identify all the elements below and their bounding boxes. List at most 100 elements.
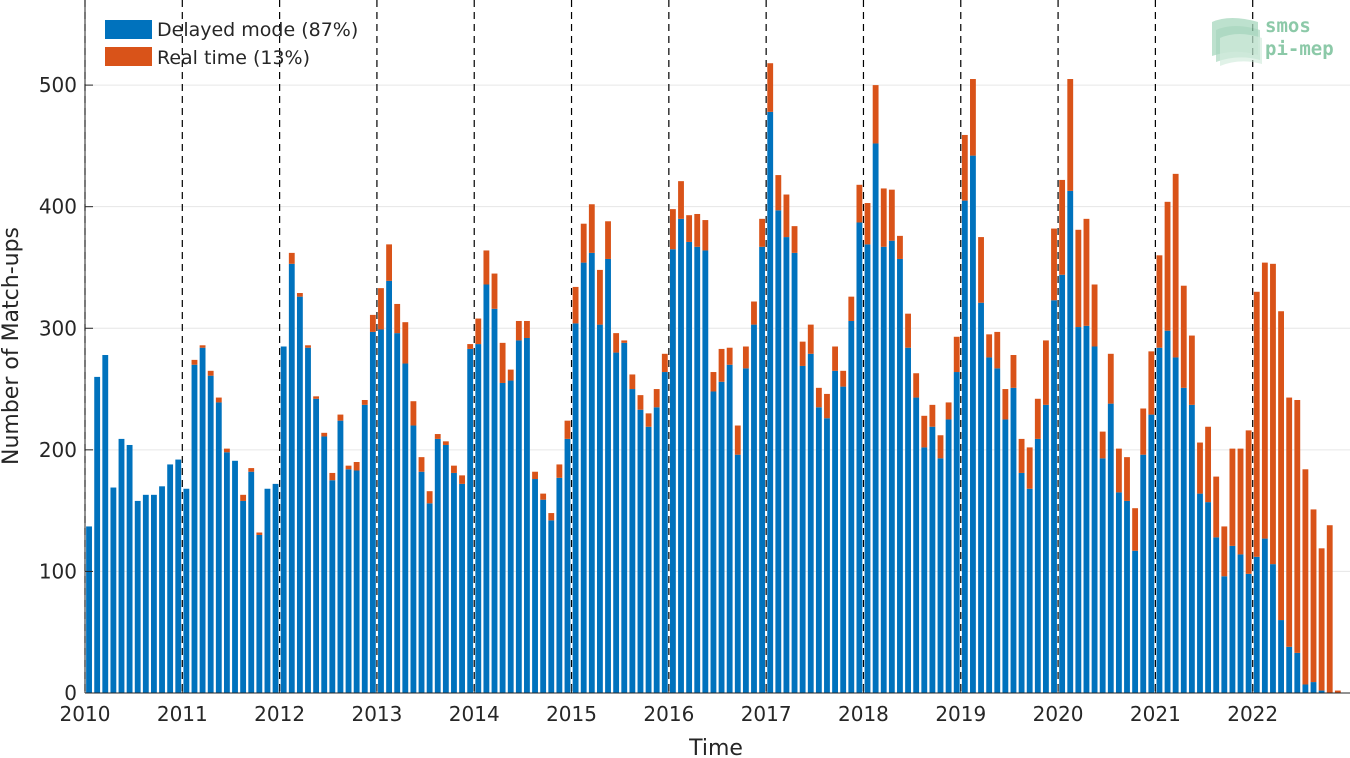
bar-delayed (880, 246, 887, 693)
bar-delayed (694, 246, 701, 693)
bar-delayed (1205, 502, 1212, 693)
bar-delayed (142, 494, 149, 693)
bar-realtime (240, 494, 247, 501)
bar-delayed (905, 347, 911, 693)
bar-delayed (807, 353, 814, 693)
bar-delayed (353, 470, 360, 693)
bar-delayed (110, 487, 117, 693)
bar-realtime (1156, 255, 1163, 348)
bar-realtime (897, 235, 903, 259)
bar-delayed (661, 372, 668, 693)
bar-delayed (305, 347, 311, 693)
bar-realtime (296, 293, 303, 297)
bar-realtime (815, 387, 822, 408)
bar-delayed (1067, 190, 1074, 693)
bar-delayed (215, 402, 222, 693)
bar-realtime (572, 286, 579, 324)
bar-realtime (1034, 398, 1041, 439)
bar-delayed (1042, 404, 1049, 693)
x-tick-label: 2014 (449, 702, 500, 726)
bar-delayed (199, 347, 206, 693)
smos-pi-mep-logo: smos pi-mep (1212, 15, 1334, 66)
x-tick-labels: 2010 2011 2012 2013 2014 2015 2016 2017 2018 2019… (60, 685, 1278, 726)
bar-realtime (1261, 262, 1268, 539)
logo-wave-icon (1212, 18, 1262, 66)
bar-delayed (337, 420, 344, 693)
bar-delayed (734, 454, 741, 693)
bar-realtime (653, 389, 660, 408)
bar-realtime (410, 401, 417, 426)
x-axis-title: Time (688, 736, 743, 758)
bar-delayed (767, 111, 774, 693)
bar-delayed (637, 409, 644, 693)
bar-delayed (207, 375, 214, 693)
bar-realtime (345, 465, 352, 470)
bar-realtime (1221, 526, 1228, 577)
bar-realtime (986, 334, 993, 358)
bar-realtime (1278, 311, 1284, 621)
bar-delayed (515, 340, 522, 693)
bar-realtime (588, 204, 595, 253)
bar-delayed (426, 503, 433, 693)
bar-realtime (467, 344, 474, 349)
bar-realtime (1213, 476, 1220, 538)
bar-delayed (175, 459, 182, 693)
x-tick-label: 2018 (838, 702, 889, 726)
bar-delayed (751, 324, 757, 693)
bar-delayed (1261, 538, 1268, 693)
plot-background (85, 0, 1350, 693)
x-tick-label: 2010 (60, 702, 111, 726)
bar-realtime (1018, 438, 1025, 473)
bar-delayed (1286, 646, 1293, 693)
bar-realtime (978, 237, 984, 303)
x-tick-label: 2016 (643, 702, 694, 726)
bar-delayed (929, 426, 936, 693)
legend-swatch-realtime (105, 47, 152, 66)
bar-delayed (888, 240, 895, 693)
bar-realtime (1002, 389, 1009, 420)
bar-delayed (653, 407, 660, 693)
bar-delayed (710, 391, 717, 693)
bar-delayed (597, 324, 603, 693)
bar-realtime (1318, 548, 1325, 691)
bar-delayed (232, 460, 238, 693)
bar-realtime (191, 359, 198, 365)
bar-realtime (313, 396, 320, 399)
year-separators (84, 0, 1254, 693)
bar-realtime (913, 373, 920, 398)
x-tick-label: 2013 (351, 702, 402, 726)
bar-realtime (629, 374, 636, 390)
y-tick-label: 100 (39, 559, 77, 583)
bar-delayed (588, 252, 595, 693)
bar-delayed (183, 488, 190, 693)
bar-delayed (329, 480, 336, 693)
bar-realtime (394, 303, 401, 334)
bar-delayed (1188, 404, 1195, 693)
bar-delayed (572, 323, 579, 693)
bar-realtime (1229, 448, 1236, 546)
bar-delayed (580, 262, 587, 693)
y-tick-labels: 0 100 200 300 400 500 (39, 73, 93, 705)
bar-delayed (467, 348, 474, 693)
legend-label-delayed: Delayed mode (87%) (157, 19, 358, 41)
logo-text-line2: pi-mep (1265, 38, 1334, 60)
bar-delayed (937, 458, 944, 693)
bar-realtime (1237, 448, 1244, 555)
bar-realtime (442, 441, 449, 445)
bar-realtime (597, 269, 603, 325)
bar-delayed (953, 372, 960, 693)
y-axis-title: Number of Match-ups (0, 227, 24, 465)
bar-realtime (556, 464, 563, 478)
bar-realtime (742, 346, 749, 369)
x-tick-label: 2020 (1033, 702, 1084, 726)
bar-delayed (986, 357, 993, 693)
bar-delayed (151, 494, 157, 693)
bar-delayed (1180, 387, 1187, 693)
bar-delayed (645, 426, 652, 693)
bar-realtime (491, 273, 498, 309)
bar-delayed (1318, 690, 1325, 693)
bar-delayed (718, 381, 725, 693)
bar-realtime (564, 420, 571, 439)
bar-realtime (661, 353, 668, 373)
bar-delayed (970, 155, 976, 694)
